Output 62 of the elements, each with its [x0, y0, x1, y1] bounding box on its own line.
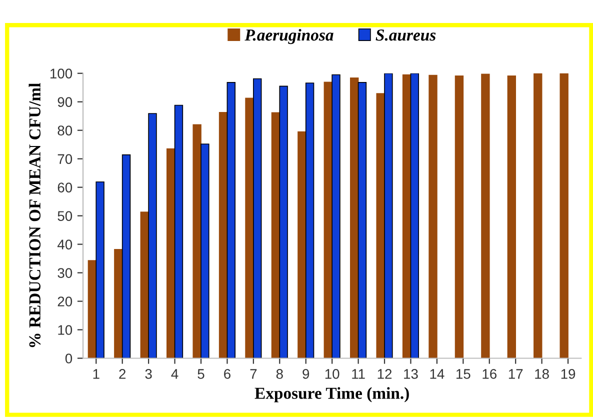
bar — [279, 86, 288, 358]
x-tick-label: 4 — [171, 369, 178, 379]
legend-label: S.aureus — [376, 29, 436, 41]
y-tick-label: 70 — [58, 154, 72, 164]
x-tick-label: 9 — [302, 369, 310, 379]
bar — [148, 113, 157, 358]
bar — [376, 93, 385, 358]
x-tick-label: 10 — [325, 369, 340, 379]
bar — [96, 181, 104, 358]
x-tick-label: 8 — [276, 369, 283, 379]
x-tick-label: 7 — [250, 369, 257, 379]
bar — [305, 82, 314, 358]
x-tick-label: 17 — [508, 369, 523, 379]
y-tick-label: 40 — [57, 240, 72, 250]
y-tick-label: 10 — [58, 325, 72, 335]
bar — [174, 104, 184, 358]
x-tick-label: 19 — [561, 369, 576, 379]
bar — [245, 98, 254, 358]
bar — [166, 148, 176, 358]
y-tick-label: 90 — [58, 97, 72, 107]
y-tick-label: 100 — [50, 68, 72, 78]
bar — [332, 74, 340, 358]
x-tick-label: 16 — [482, 369, 496, 379]
x-tick-label: 18 — [535, 369, 549, 379]
y-tick-label: 50 — [58, 211, 72, 221]
x-tick-label: 5 — [198, 369, 204, 379]
y-tick-label: 20 — [58, 296, 72, 306]
bar — [358, 82, 367, 358]
y-axis-title: % REDUCTION OF MEAN CFU/ml — [28, 83, 41, 348]
bar — [253, 78, 262, 358]
y-tick-label: 0 — [65, 354, 72, 364]
bar — [218, 112, 228, 358]
bar — [428, 74, 438, 358]
bar — [481, 74, 490, 358]
x-axis-title: Exposure Time (min.) — [254, 387, 409, 402]
x-tick-label: 15 — [456, 369, 470, 379]
bar — [298, 131, 306, 358]
bar — [384, 73, 393, 358]
bar — [192, 124, 202, 358]
y-tick-label: 30 — [58, 268, 72, 278]
bar — [350, 77, 359, 358]
bar — [560, 73, 568, 358]
x-tick-label: 2 — [119, 369, 126, 379]
x-tick-label: 11 — [352, 369, 365, 379]
legend-label: P.aeruginosa — [244, 28, 334, 44]
x-tick-label: 13 — [404, 369, 418, 379]
x-tick-label: 12 — [378, 369, 392, 379]
bar — [200, 144, 210, 358]
y-tick-label: 60 — [58, 182, 72, 192]
y-tick-label: 80 — [58, 126, 72, 136]
bar — [226, 82, 236, 358]
x-tick-label: 6 — [224, 369, 230, 379]
x-tick-label: 14 — [430, 369, 444, 379]
bar — [402, 74, 412, 358]
bar — [454, 75, 464, 358]
bar — [507, 75, 516, 358]
x-tick-label: 3 — [145, 369, 152, 379]
bar — [122, 154, 131, 358]
x-tick-label: 1 — [93, 369, 100, 379]
bar — [114, 248, 123, 358]
bar — [534, 73, 542, 358]
bar — [410, 73, 420, 358]
